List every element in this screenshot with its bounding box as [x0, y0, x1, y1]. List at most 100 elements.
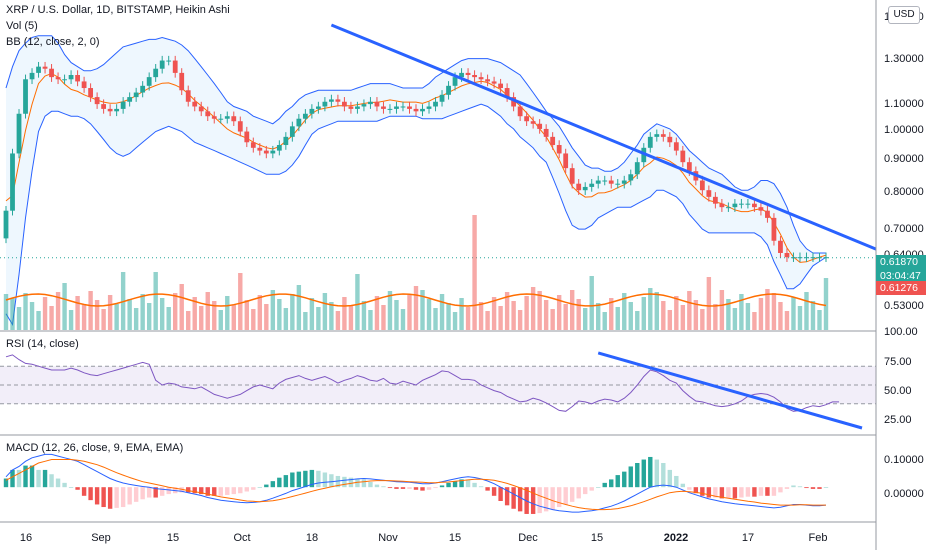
candle[interactable] [133, 87, 139, 102]
candle[interactable] [185, 85, 191, 107]
candle[interactable] [660, 129, 666, 142]
candle[interactable] [276, 140, 282, 156]
candle[interactable] [296, 114, 302, 132]
candle[interactable] [634, 157, 640, 180]
candle[interactable] [550, 132, 556, 150]
bb-legend[interactable]: BB (12, close, 2, 0) [6, 36, 100, 48]
candle[interactable] [537, 119, 543, 134]
candle[interactable] [595, 175, 601, 189]
candle[interactable] [556, 140, 562, 159]
rsi-legend[interactable]: RSI (14, close) [6, 338, 79, 350]
candle[interactable] [465, 68, 471, 80]
candle[interactable] [146, 72, 152, 91]
candle[interactable] [23, 74, 28, 119]
candle[interactable] [322, 97, 328, 112]
candle[interactable] [738, 198, 744, 209]
candle[interactable] [374, 97, 380, 112]
trendline-price[interactable] [330, 23, 877, 251]
candle[interactable] [94, 92, 100, 109]
candle[interactable] [647, 132, 653, 153]
candle[interactable] [602, 175, 608, 186]
candle[interactable] [49, 64, 54, 82]
candle[interactable] [498, 78, 504, 93]
candle[interactable] [283, 132, 289, 150]
candle[interactable] [75, 70, 80, 87]
candle[interactable] [192, 97, 198, 112]
candle[interactable] [589, 179, 595, 192]
candle[interactable] [485, 74, 490, 87]
candle[interactable] [289, 121, 295, 142]
candle[interactable] [166, 55, 172, 66]
candle[interactable] [355, 101, 360, 114]
candle[interactable] [712, 192, 718, 209]
candle[interactable] [198, 101, 204, 117]
macd-pane[interactable] [3, 453, 829, 514]
candle[interactable] [29, 68, 35, 85]
vol-legend[interactable]: Vol (5) [6, 20, 38, 32]
candle[interactable] [654, 129, 660, 142]
candle[interactable] [823, 252, 829, 262]
candle[interactable] [732, 198, 738, 212]
candle[interactable] [569, 163, 575, 189]
rsi-pane[interactable] [0, 351, 876, 430]
candle[interactable] [159, 55, 165, 74]
candle[interactable] [478, 72, 484, 85]
candle[interactable] [667, 132, 673, 148]
candle[interactable] [543, 124, 549, 142]
candle[interactable] [420, 104, 425, 117]
candle[interactable] [778, 236, 783, 258]
candle[interactable] [211, 111, 217, 124]
candle[interactable] [361, 99, 367, 112]
candle[interactable] [400, 101, 406, 112]
candle[interactable] [218, 114, 224, 124]
price-pane[interactable] [0, 23, 877, 326]
candle[interactable] [817, 252, 822, 262]
candle[interactable] [745, 198, 751, 209]
macd-legend[interactable]: MACD (12, 26, close, 9, EMA, EMA) [6, 442, 184, 454]
candle[interactable] [752, 198, 757, 212]
candle[interactable] [309, 104, 315, 119]
candle[interactable] [608, 175, 614, 189]
candle[interactable] [765, 205, 770, 223]
candle[interactable] [426, 101, 432, 114]
candle[interactable] [563, 148, 569, 173]
candle[interactable] [250, 137, 256, 153]
candle[interactable] [335, 94, 341, 107]
candle[interactable] [231, 111, 237, 127]
candle[interactable] [433, 97, 438, 112]
candle[interactable] [42, 61, 48, 74]
candle[interactable] [120, 97, 126, 114]
candle[interactable] [107, 104, 113, 117]
candle[interactable] [706, 185, 712, 202]
candle[interactable] [172, 55, 178, 78]
candle[interactable] [348, 101, 354, 114]
candle[interactable] [413, 104, 419, 117]
candle[interactable] [725, 202, 731, 212]
candle[interactable] [101, 99, 107, 114]
candle[interactable] [244, 126, 250, 148]
candle[interactable] [530, 116, 536, 129]
candle[interactable] [10, 148, 15, 216]
candle[interactable] [394, 101, 399, 114]
candle[interactable] [439, 90, 445, 107]
candle[interactable] [491, 76, 497, 89]
candle[interactable] [88, 83, 94, 102]
candle[interactable] [205, 106, 211, 121]
candle[interactable] [615, 179, 621, 189]
candle[interactable] [328, 94, 334, 107]
candle[interactable] [55, 72, 61, 85]
candle[interactable] [16, 109, 22, 159]
candle[interactable] [680, 145, 686, 167]
candle[interactable] [224, 111, 230, 124]
candle[interactable] [62, 74, 67, 85]
candle[interactable] [387, 104, 393, 114]
candle[interactable] [719, 198, 725, 212]
candle[interactable] [179, 68, 185, 96]
candle[interactable] [315, 101, 321, 114]
candle[interactable] [758, 202, 764, 216]
candle[interactable] [153, 64, 159, 82]
candle[interactable] [36, 61, 41, 78]
candle[interactable] [804, 252, 809, 262]
candle[interactable] [342, 97, 347, 112]
